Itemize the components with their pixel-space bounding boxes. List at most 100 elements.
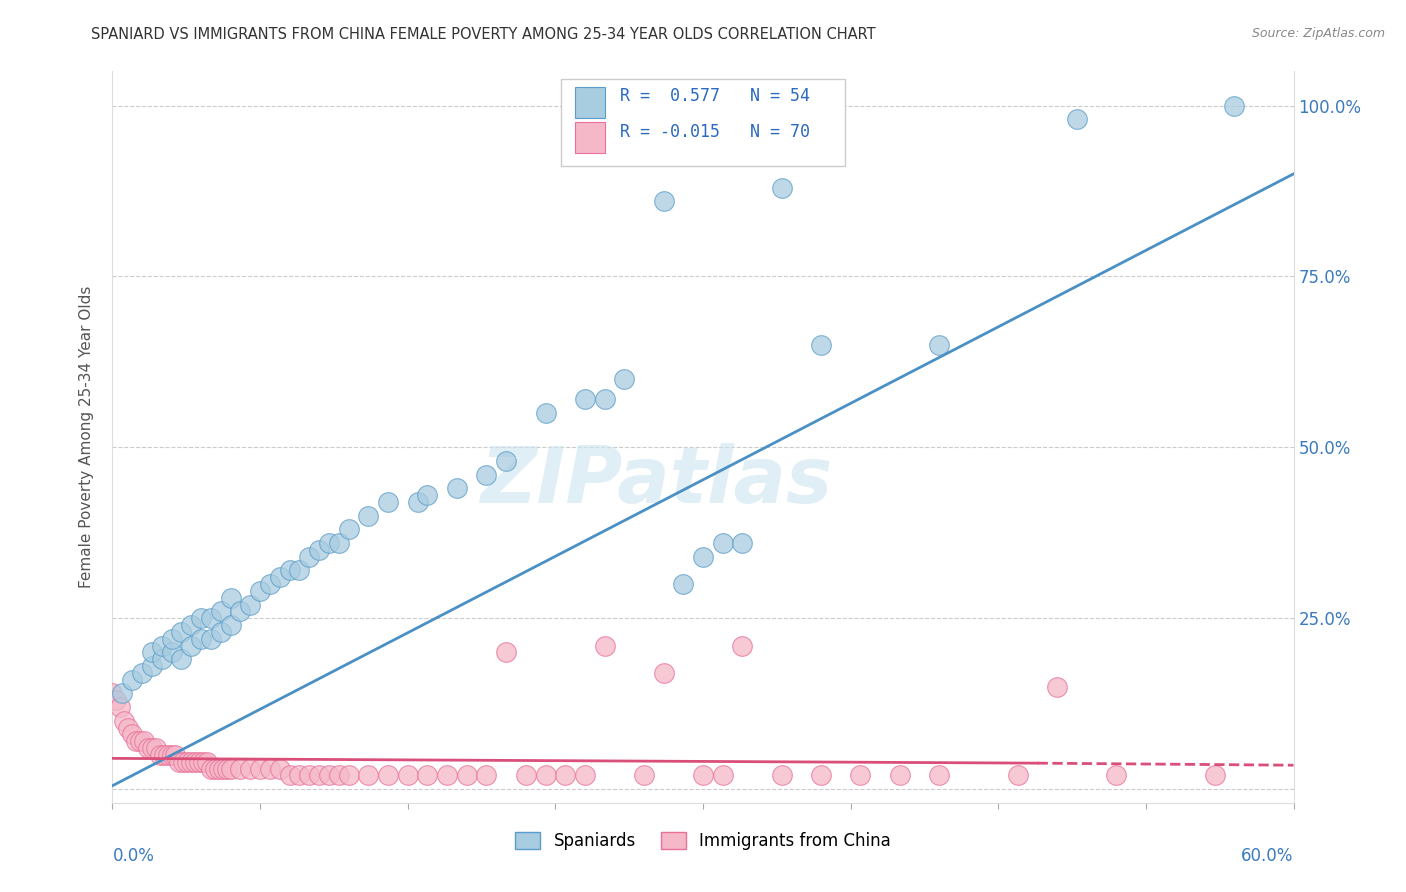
Spaniards xyxy=(131,665,153,680)
Spaniards xyxy=(731,536,754,550)
Immigrants from China xyxy=(191,755,214,769)
FancyBboxPatch shape xyxy=(575,87,605,118)
Spaniards xyxy=(318,536,340,550)
Text: R = -0.015   N = 70: R = -0.015 N = 70 xyxy=(620,122,810,141)
Spaniards xyxy=(711,536,734,550)
Immigrants from China xyxy=(711,768,734,782)
Text: SPANIARD VS IMMIGRANTS FROM CHINA FEMALE POVERTY AMONG 25-34 YEAR OLDS CORRELATI: SPANIARD VS IMMIGRANTS FROM CHINA FEMALE… xyxy=(91,27,876,42)
Text: ZIPatlas: ZIPatlas xyxy=(479,443,832,519)
Immigrants from China xyxy=(172,755,194,769)
Immigrants from China xyxy=(495,645,517,659)
Text: 0.0%: 0.0% xyxy=(112,847,155,864)
Immigrants from China xyxy=(215,762,238,776)
Spaniards xyxy=(121,673,143,687)
Immigrants from China xyxy=(889,768,911,782)
Spaniards xyxy=(357,508,380,523)
Immigrants from China xyxy=(204,762,226,776)
Immigrants from China xyxy=(125,734,148,748)
Spaniards xyxy=(1223,98,1246,112)
Immigrants from China xyxy=(219,762,242,776)
Spaniards xyxy=(446,481,468,495)
Immigrants from China xyxy=(308,768,330,782)
Immigrants from China xyxy=(160,747,183,762)
Immigrants from China xyxy=(121,727,143,741)
Immigrants from China xyxy=(1105,768,1128,782)
Immigrants from China xyxy=(692,768,714,782)
Spaniards xyxy=(180,639,202,653)
FancyBboxPatch shape xyxy=(561,78,845,167)
Immigrants from China xyxy=(810,768,832,782)
Spaniards xyxy=(249,583,271,598)
Immigrants from China xyxy=(534,768,557,782)
Spaniards xyxy=(288,563,311,577)
Spaniards xyxy=(229,604,252,618)
FancyBboxPatch shape xyxy=(575,122,605,153)
Immigrants from China xyxy=(176,755,198,769)
Spaniards xyxy=(111,686,134,700)
Spaniards xyxy=(209,604,232,618)
Immigrants from China xyxy=(593,639,616,653)
Spaniards xyxy=(298,549,321,564)
Immigrants from China xyxy=(112,714,135,728)
Spaniards xyxy=(239,598,262,612)
Spaniards xyxy=(278,563,301,577)
Immigrants from China xyxy=(117,721,139,735)
Immigrants from China xyxy=(105,693,128,707)
Immigrants from China xyxy=(770,768,793,782)
Spaniards xyxy=(160,632,183,646)
Spaniards xyxy=(190,611,212,625)
Immigrants from China xyxy=(849,768,872,782)
Immigrants from China xyxy=(396,768,419,782)
Spaniards xyxy=(200,611,222,625)
Immigrants from China xyxy=(288,768,311,782)
Spaniards xyxy=(308,542,330,557)
Spaniards xyxy=(141,659,163,673)
Spaniards xyxy=(613,372,636,386)
Spaniards xyxy=(269,570,291,584)
Spaniards xyxy=(495,454,517,468)
Immigrants from China xyxy=(184,755,207,769)
Immigrants from China xyxy=(298,768,321,782)
Spaniards xyxy=(574,392,596,407)
Spaniards xyxy=(416,488,439,502)
Immigrants from China xyxy=(129,734,152,748)
Spaniards xyxy=(770,180,793,194)
Immigrants from China xyxy=(110,700,132,714)
Immigrants from China xyxy=(259,762,281,776)
Immigrants from China xyxy=(1007,768,1029,782)
Immigrants from China xyxy=(188,755,211,769)
Immigrants from China xyxy=(132,734,155,748)
Immigrants from China xyxy=(269,762,291,776)
Immigrants from China xyxy=(211,762,233,776)
Immigrants from China xyxy=(337,768,360,782)
Immigrants from China xyxy=(574,768,596,782)
Immigrants from China xyxy=(318,768,340,782)
Immigrants from China xyxy=(731,639,754,653)
Spaniards xyxy=(150,639,173,653)
Spaniards xyxy=(141,645,163,659)
Immigrants from China xyxy=(928,768,950,782)
Immigrants from China xyxy=(141,741,163,756)
Immigrants from China xyxy=(554,768,576,782)
Spaniards xyxy=(475,467,498,482)
Immigrants from China xyxy=(278,768,301,782)
Spaniards xyxy=(593,392,616,407)
Immigrants from China xyxy=(101,686,124,700)
Immigrants from China xyxy=(195,755,218,769)
Immigrants from China xyxy=(1204,768,1226,782)
Immigrants from China xyxy=(165,747,187,762)
Immigrants from China xyxy=(357,768,380,782)
Immigrants from China xyxy=(1046,680,1069,694)
Immigrants from China xyxy=(239,762,262,776)
Spaniards xyxy=(150,652,173,666)
Spaniards xyxy=(534,406,557,420)
Immigrants from China xyxy=(200,762,222,776)
Spaniards xyxy=(337,522,360,536)
Immigrants from China xyxy=(377,768,399,782)
Spaniards xyxy=(200,632,222,646)
Text: Source: ZipAtlas.com: Source: ZipAtlas.com xyxy=(1251,27,1385,40)
Spaniards xyxy=(652,194,675,209)
Spaniards xyxy=(328,536,350,550)
Spaniards xyxy=(209,624,232,639)
Spaniards xyxy=(259,577,281,591)
